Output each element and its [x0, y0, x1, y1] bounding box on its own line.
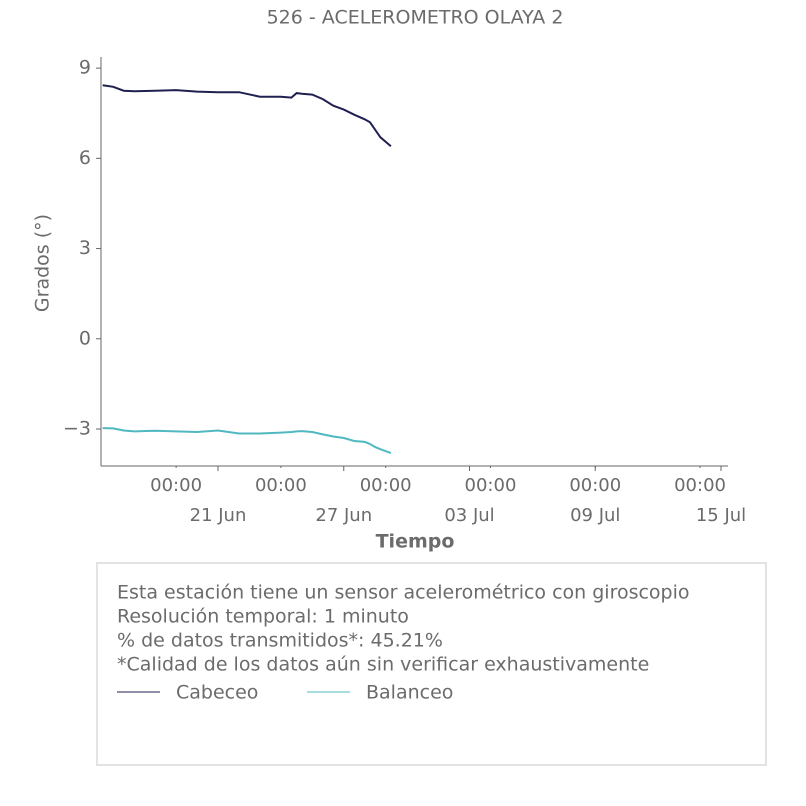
y-tick-label: 6 — [79, 147, 91, 169]
info-text: % de datos transmitidos*: 45.21% — [117, 630, 443, 652]
legend-label: Cabeceo — [176, 682, 258, 704]
y-axis-label: Grados (°) — [32, 214, 54, 312]
series-line — [102, 427, 392, 455]
x-minor-tick-label: 21 Jun — [190, 505, 247, 526]
info-text: Esta estación tiene un sensor aceleromét… — [117, 582, 690, 604]
info-text: *Calidad de los datos aún sin verificar … — [117, 654, 649, 676]
series-line — [102, 84, 392, 148]
y-tick-label: −3 — [63, 418, 91, 440]
info-text: Resolución temporal: 1 minuto — [117, 606, 409, 628]
x-minor-tick-label: 15 Jul — [696, 505, 746, 526]
x-minor-tick-label: 27 Jun — [315, 505, 372, 526]
x-minor-tick-label: 03 Jul — [444, 505, 494, 526]
x-tick-label: 00:00 — [465, 475, 517, 496]
x-tick-label: 00:00 — [150, 475, 202, 496]
y-tick-label: 3 — [79, 237, 91, 259]
chart-title: 526 - ACELEROMETRO OLAYA 2 — [267, 7, 564, 29]
legend-label: Balanceo — [366, 682, 453, 704]
x-tick-label: 00:00 — [569, 475, 621, 496]
x-tick-label: 00:00 — [255, 475, 307, 496]
x-tick-label: 00:00 — [674, 475, 726, 496]
x-minor-tick-label: 09 Jul — [570, 505, 620, 526]
y-tick-label: 9 — [79, 57, 91, 79]
x-axis-label: Tiempo — [376, 531, 455, 553]
info-box — [96, 562, 767, 766]
y-tick-label: 0 — [79, 327, 91, 349]
x-tick-label: 00:00 — [360, 475, 412, 496]
